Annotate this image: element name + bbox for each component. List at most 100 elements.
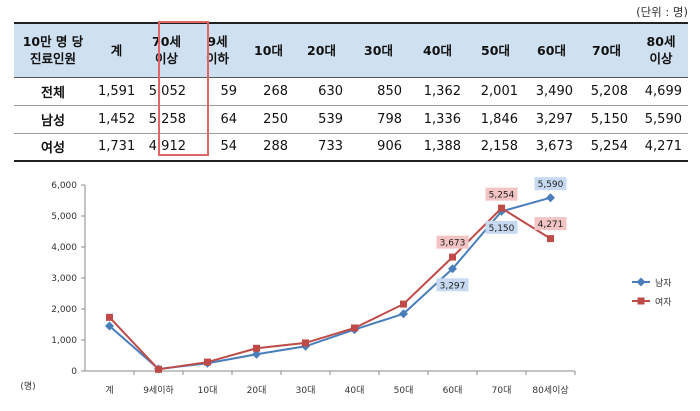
data-point: [253, 344, 260, 352]
row-label: 여성: [41, 141, 65, 157]
legend-marker: [637, 297, 645, 305]
col-header: 20대: [294, 23, 349, 77]
data-point: [399, 309, 408, 319]
series-line: [108, 196, 551, 371]
table-cell: 1,591: [98, 83, 136, 99]
table-cell: 64: [220, 111, 237, 127]
table-cell: 630: [318, 83, 343, 99]
data-point: [547, 235, 554, 243]
table-cell: 5,052: [148, 83, 186, 99]
x-tick-label: 40대: [345, 385, 365, 396]
data-label-bg: [436, 278, 469, 292]
table-cell: 1,362: [423, 83, 461, 99]
col-header: 60대: [524, 23, 579, 77]
table-row: 전체 1,591 5,052 59 268 630 850 1,362 2,001 3,490 5,…: [14, 77, 688, 105]
row-label: 전체: [41, 85, 65, 101]
col-header: 40대: [408, 23, 467, 77]
legend-marker: [636, 277, 646, 287]
data-label: 5,150: [489, 224, 515, 234]
x-tick-label: 30대: [296, 385, 316, 396]
legend-label: 여자: [655, 296, 672, 308]
table-cell: 4,912: [148, 139, 186, 155]
table-cell: 1,388: [423, 139, 461, 155]
stats-table: 10만 명 당 진료인원 계 70세 이상 9세 이하 10대 20대 30대 …: [14, 22, 688, 162]
x-tick-label: 70대: [492, 385, 512, 396]
data-point: [498, 204, 505, 212]
table-cell: 288: [263, 139, 288, 155]
x-tick-label: 50대: [394, 385, 414, 396]
table-cell: 59: [220, 83, 237, 99]
table-row: 여성 1,731 4,912 54 288 733 906 1,388 2,158 3,673 5,…: [14, 133, 688, 161]
data-point: [351, 324, 358, 332]
y-tick-label: 4,000: [51, 243, 77, 253]
data-point: [400, 300, 407, 308]
table-row: 남성 1,452 5,258 64 250 539 798 1,336 1,846 3,297 5,…: [14, 105, 688, 133]
data-label: 3,297: [440, 281, 466, 291]
table-cell: 5,590: [644, 111, 682, 127]
data-point: [449, 253, 456, 261]
table-cell: 539: [318, 111, 343, 127]
data-label-bg: [485, 220, 518, 234]
table-cell: 5,208: [590, 83, 628, 99]
col-header: 30대: [349, 23, 408, 77]
data-point: [155, 365, 162, 373]
data-label-bg: [534, 177, 567, 191]
y-tick-label: 5,000: [51, 212, 77, 222]
col-header: 70세 이상: [141, 23, 192, 77]
data-point: [106, 313, 113, 321]
col-header: 9세 이하: [192, 23, 243, 77]
col-header: 계: [92, 23, 141, 77]
table-cell: 5,258: [148, 111, 186, 127]
data-label: 4,271: [538, 220, 564, 230]
data-label-bg: [534, 217, 567, 231]
table-cell: 1,731: [98, 139, 136, 155]
col-header: 70대: [579, 23, 634, 77]
x-tick-label: 계: [105, 384, 113, 396]
data-point: [204, 358, 211, 366]
table-cell: 2,001: [480, 83, 518, 99]
y-tick-label: 0: [71, 367, 77, 377]
table-cell: 850: [377, 83, 402, 99]
table-cell: 5,254: [590, 139, 628, 155]
data-label: 5,254: [489, 191, 515, 201]
x-tick-label: 9세이하: [143, 385, 174, 396]
table-cell: 1,846: [480, 111, 518, 127]
table-cell: 4,699: [644, 83, 682, 99]
data-label-bg: [436, 235, 469, 249]
table-cell: 250: [263, 111, 288, 127]
data-point: [546, 193, 555, 203]
data-label: 3,673: [440, 239, 466, 249]
table-cell: 268: [263, 83, 288, 99]
col-header: 10대: [243, 23, 294, 77]
x-tick-label: 10대: [198, 385, 218, 396]
table-cell: 4,271: [644, 139, 682, 155]
table-cell: 54: [220, 139, 237, 155]
x-tick-label: 80세이상: [532, 385, 568, 396]
y-axis-label: (명): [20, 381, 35, 392]
legend-label: 남자: [655, 278, 672, 289]
series-line: [108, 206, 552, 371]
row-label: 남성: [41, 113, 65, 129]
data-label: 5,590: [538, 180, 564, 190]
table-cell: 906: [377, 139, 402, 155]
col-header: 80세 이상: [634, 23, 688, 77]
data-point: [448, 264, 457, 274]
unit-note: (단위 : 명): [636, 5, 688, 19]
y-tick-label: 6,000: [51, 181, 77, 191]
table-cell: 1,452: [98, 111, 136, 127]
data-label-bg: [485, 187, 518, 201]
data-point: [105, 321, 114, 331]
col-header: 10만 명 당 진료인원: [14, 23, 92, 77]
table-cell: 1,336: [423, 111, 461, 127]
data-point: [302, 339, 309, 347]
table-header-row: 10만 명 당 진료인원 계 70세 이상 9세 이하 10대 20대 30대 …: [14, 23, 688, 77]
line-chart: 0 1,000 2,000 3,000 4,000 5,000 6,000 (명) 계 9세이하 1…: [20, 177, 672, 396]
y-tick-label: 2,000: [51, 305, 77, 315]
table-cell: 2,158: [480, 139, 518, 155]
table-cell: 3,673: [535, 139, 573, 155]
x-tick-label: 20대: [247, 385, 267, 396]
table-cell: 733: [318, 139, 343, 155]
table-cell: 798: [377, 111, 402, 127]
table-cell: 5,150: [590, 111, 628, 127]
col-header: 50대: [467, 23, 524, 77]
